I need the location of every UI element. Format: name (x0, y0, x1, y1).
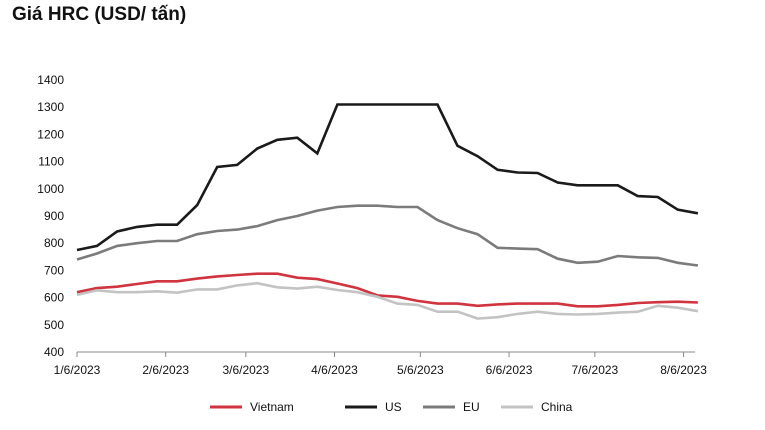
x-tick-label: 6/6/2023 (486, 363, 533, 377)
legend-label: China (541, 400, 573, 414)
series-line-us (76, 103, 699, 252)
series-lines (76, 103, 699, 320)
y-axis-tick-labels: 400 500 600 700 800 900 1000 1100 1200 1300 1400 (37, 73, 64, 359)
series-line-china (76, 281, 699, 320)
x-axis: 1/6/2023 2/6/2023 3/6/2023 4/6/2023 5/6/2023… (54, 351, 707, 377)
y-tick-label: 1200 (37, 127, 64, 141)
y-tick-label: 1300 (37, 100, 64, 114)
series-line-eu (76, 204, 699, 267)
series-line-vietnam (76, 272, 698, 308)
x-tick-label: 4/6/2023 (311, 363, 358, 377)
y-tick-label: 600 (44, 291, 64, 305)
x-tick-label: 7/6/2023 (572, 363, 619, 377)
legend-label: EU (463, 400, 480, 414)
legend-item-china: China (501, 400, 573, 414)
chart-title: Giá HRC (USD/ tấn) (12, 4, 187, 25)
x-tick-label: 8/6/2023 (660, 363, 707, 377)
legend-label: US (385, 400, 402, 414)
y-tick-label: 800 (44, 236, 64, 250)
y-tick-label: 400 (44, 345, 64, 359)
x-tick-label: 1/6/2023 (54, 363, 101, 377)
legend-item-us: US (345, 400, 402, 414)
legend: Vietnam US EU China (210, 400, 573, 414)
x-tick-label: 3/6/2023 (222, 363, 269, 377)
legend-label: Vietnam (250, 400, 294, 414)
y-tick-label: 1400 (37, 73, 64, 87)
y-tick-label: 900 (44, 209, 64, 223)
legend-item-vietnam: Vietnam (210, 400, 294, 414)
y-tick-label: 1100 (38, 155, 64, 169)
x-tick-label: 5/6/2023 (397, 363, 444, 377)
y-tick-label: 1000 (37, 182, 64, 196)
y-tick-label: 700 (44, 263, 64, 277)
legend-item-eu: EU (423, 400, 480, 414)
x-tick-label: 2/6/2023 (142, 363, 189, 377)
y-tick-label: 500 (44, 318, 64, 332)
